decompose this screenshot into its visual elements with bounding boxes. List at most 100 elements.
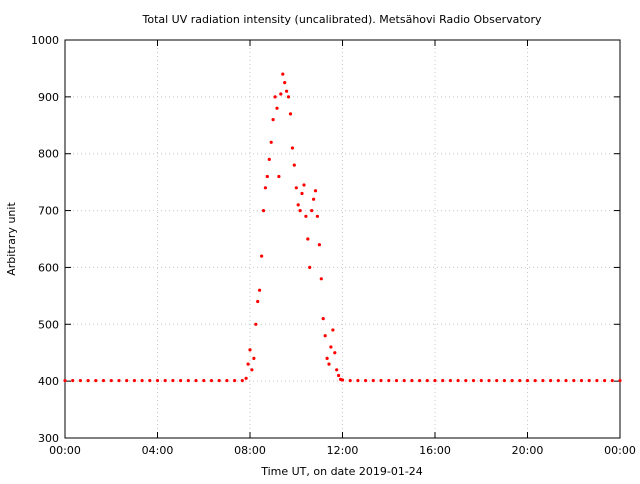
data-point bbox=[63, 379, 67, 383]
data-point bbox=[233, 379, 237, 383]
data-point bbox=[456, 379, 460, 383]
data-point bbox=[306, 237, 310, 241]
data-point bbox=[317, 243, 321, 247]
data-point bbox=[556, 379, 560, 383]
data-point bbox=[267, 157, 271, 161]
data-point bbox=[244, 376, 248, 380]
data-point bbox=[186, 379, 190, 383]
x-tick-label: 20:00 bbox=[512, 444, 544, 457]
data-point bbox=[337, 373, 341, 378]
data-point bbox=[603, 379, 607, 383]
data-point bbox=[171, 379, 175, 383]
data-point bbox=[402, 379, 406, 383]
data-point bbox=[202, 379, 206, 383]
data-point bbox=[331, 328, 335, 332]
data-point bbox=[312, 197, 316, 201]
x-tick-label: 00:00 bbox=[49, 444, 81, 457]
y-tick-label: 700 bbox=[38, 205, 59, 218]
data-point bbox=[250, 368, 254, 372]
x-tick-labels: 00:00 04:00 08:00 12:00 16:00 20:00 00:00 bbox=[49, 444, 636, 457]
x-tick-label: 08:00 bbox=[234, 444, 266, 457]
data-point bbox=[579, 379, 584, 383]
data-point bbox=[296, 203, 300, 207]
data-point bbox=[471, 379, 476, 383]
grid-lines bbox=[65, 40, 620, 438]
data-point bbox=[387, 379, 391, 383]
data-point bbox=[502, 379, 506, 383]
data-point bbox=[248, 348, 252, 352]
data-point bbox=[271, 118, 275, 122]
data-point bbox=[479, 379, 483, 383]
data-point bbox=[410, 379, 414, 383]
data-point bbox=[285, 89, 289, 93]
data-point bbox=[302, 183, 306, 187]
data-point bbox=[325, 356, 329, 360]
data-point bbox=[348, 379, 352, 383]
data-point bbox=[333, 351, 337, 355]
x-tick-label: 04:00 bbox=[142, 444, 174, 457]
data-point bbox=[321, 317, 325, 321]
data-point bbox=[86, 379, 90, 383]
data-point bbox=[117, 379, 121, 383]
chart-title: Total UV radiation intensity (uncalibrat… bbox=[142, 13, 542, 26]
y-tick-label: 500 bbox=[38, 318, 59, 331]
data-point bbox=[269, 140, 273, 144]
data-point bbox=[260, 254, 264, 258]
y-tick-label: 1000 bbox=[31, 34, 59, 47]
data-point bbox=[94, 379, 98, 383]
data-point bbox=[425, 379, 429, 383]
data-point bbox=[275, 106, 279, 110]
data-point bbox=[595, 379, 599, 383]
x-axis-label: Time UT, on date 2019-01-24 bbox=[260, 465, 423, 478]
data-point bbox=[525, 379, 530, 383]
data-point bbox=[319, 277, 323, 281]
data-point bbox=[308, 265, 312, 269]
data-point bbox=[298, 209, 302, 213]
data-point bbox=[313, 189, 318, 193]
data-point bbox=[610, 379, 614, 383]
data-point bbox=[300, 191, 304, 196]
data-point bbox=[564, 379, 568, 383]
data-point bbox=[225, 379, 229, 383]
data-point bbox=[364, 379, 368, 383]
data-point bbox=[252, 356, 256, 360]
y-tick-label: 600 bbox=[38, 261, 59, 274]
data-point bbox=[209, 379, 214, 383]
data-point bbox=[148, 379, 152, 383]
data-point bbox=[71, 379, 75, 383]
data-point bbox=[510, 379, 514, 383]
data-point bbox=[448, 379, 452, 383]
data-point bbox=[323, 334, 327, 338]
data-point bbox=[194, 379, 198, 383]
data-point bbox=[179, 379, 183, 383]
data-point bbox=[246, 362, 250, 366]
data-point bbox=[279, 92, 283, 96]
data-point bbox=[217, 379, 221, 383]
data-point bbox=[518, 379, 522, 383]
data-point bbox=[487, 379, 491, 383]
data-point bbox=[256, 299, 260, 304]
y-axis-label: Arbitrary unit bbox=[5, 202, 18, 276]
data-point bbox=[292, 163, 296, 167]
data-point bbox=[290, 146, 294, 150]
data-point bbox=[263, 186, 267, 190]
data-point bbox=[329, 345, 333, 349]
x-tick-label: 16:00 bbox=[419, 444, 451, 457]
data-point bbox=[304, 214, 308, 218]
data-point bbox=[258, 288, 262, 292]
data-point bbox=[618, 379, 622, 383]
data-point bbox=[327, 362, 331, 366]
data-point bbox=[140, 379, 144, 383]
data-point bbox=[109, 379, 113, 383]
plot-frame bbox=[64, 39, 621, 439]
data-point bbox=[261, 209, 266, 213]
x-tick-label: 00:00 bbox=[604, 444, 636, 457]
y-tick-label: 300 bbox=[38, 432, 59, 445]
data-point bbox=[101, 379, 106, 383]
data-point bbox=[294, 186, 298, 190]
data-point bbox=[335, 368, 339, 372]
data-point bbox=[78, 379, 82, 383]
y-tick-label: 900 bbox=[38, 91, 59, 104]
